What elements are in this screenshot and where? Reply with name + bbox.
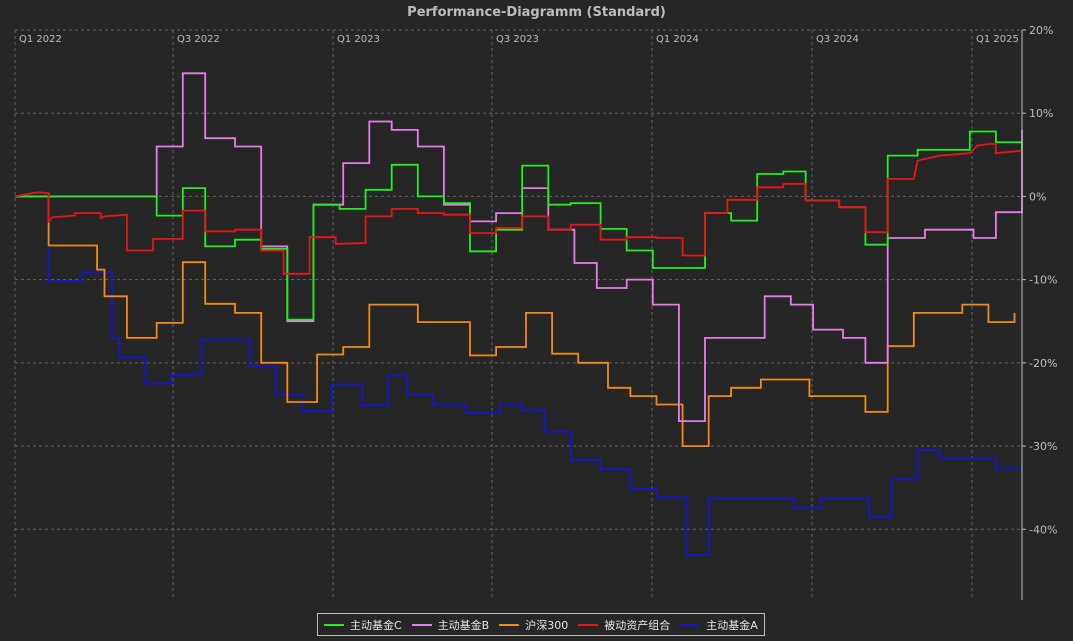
x-tick-label: Q1 2023 — [337, 34, 380, 45]
series-line-主动基金C — [15, 130, 1023, 321]
y-tick-label: 0% — [1029, 190, 1046, 203]
legend-label: 主动基金A — [706, 618, 758, 632]
legend-item: 主动基金A — [680, 617, 758, 633]
x-tick-label: Q1 2022 — [19, 34, 62, 45]
y-tick-label: -10% — [1029, 274, 1057, 287]
y-tick-label: -20% — [1029, 357, 1057, 370]
legend-swatch — [680, 623, 701, 626]
axes: 20% 10% 0% -10% -20% -30% -40% Q1 2022 Q3 2022 Q1… — [19, 24, 1057, 600]
legend-swatch — [411, 623, 432, 626]
x-tick-label: Q1 2024 — [656, 34, 699, 45]
x-tick-label: Q3 2024 — [816, 34, 859, 45]
y-tick-label: 20% — [1029, 24, 1053, 37]
legend-label: 主动基金C — [350, 618, 402, 632]
x-tick-label: Q3 2023 — [496, 34, 539, 45]
y-tick-label: 10% — [1029, 107, 1053, 120]
legend-item: 主动基金C — [324, 617, 402, 633]
x-tick-label: Q3 2022 — [177, 34, 220, 45]
legend-label: 主动基金B — [437, 618, 490, 632]
legend-swatch — [578, 623, 599, 626]
legend-swatch — [324, 623, 344, 626]
y-tick-label: -30% — [1029, 440, 1057, 453]
chart-title: Performance-Diagramm (Standard) — [407, 5, 666, 20]
series-line-沪深300 — [15, 195, 1016, 447]
series-lines — [14, 72, 1023, 556]
legend-label: 沪深300 — [525, 618, 569, 632]
legend-swatch — [499, 623, 520, 626]
series-line-被动资产组合 — [14, 143, 1023, 275]
legend: 主动基金C 主动基金B 沪深300 被动资产组合 主动基金A — [317, 613, 765, 636]
grid — [14, 29, 1022, 600]
y-tick-label: -40% — [1029, 523, 1057, 536]
x-tick-label: Q1 2025 — [976, 34, 1019, 45]
legend-item: 沪深300 — [499, 617, 568, 633]
legend-item: 被动资产组合 — [578, 617, 670, 633]
series-line-主动基金A — [15, 195, 1022, 556]
legend-item: 主动基金B — [411, 617, 490, 633]
series-line-主动基金B — [15, 72, 1023, 422]
legend-label: 被动资产组合 — [604, 618, 671, 632]
